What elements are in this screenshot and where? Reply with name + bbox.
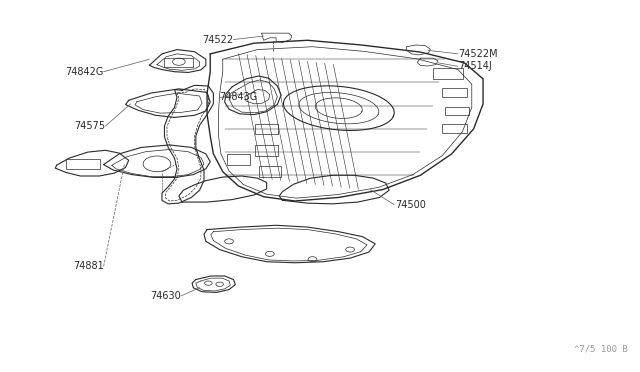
Text: 74842G: 74842G — [65, 67, 104, 77]
Text: 74630: 74630 — [150, 291, 180, 301]
Bar — [433, 68, 463, 79]
Text: ^7/5 100 B: ^7/5 100 B — [573, 344, 627, 353]
Bar — [442, 88, 467, 97]
Bar — [66, 159, 100, 169]
Text: 74500: 74500 — [396, 199, 426, 209]
Text: 74575: 74575 — [74, 121, 106, 131]
Text: 74881: 74881 — [73, 262, 104, 271]
Text: 74843G: 74843G — [220, 92, 258, 102]
Bar — [259, 166, 281, 177]
Text: 74522: 74522 — [202, 35, 234, 45]
Bar — [164, 58, 193, 67]
Text: 74522M: 74522M — [458, 49, 498, 59]
Bar — [255, 145, 278, 155]
Bar — [442, 124, 467, 133]
Bar — [227, 154, 250, 164]
Text: 74514J: 74514J — [458, 61, 492, 71]
Bar — [255, 124, 278, 134]
Bar — [445, 107, 469, 115]
